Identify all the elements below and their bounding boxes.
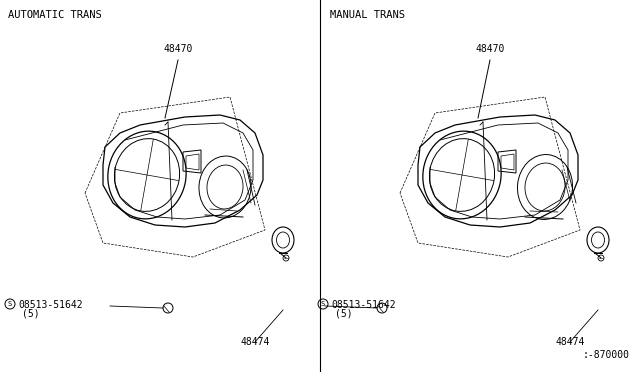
Text: (5): (5): [22, 309, 40, 319]
Text: S: S: [8, 301, 12, 307]
Text: (5): (5): [335, 309, 353, 319]
Text: 48474: 48474: [240, 337, 269, 347]
Text: S: S: [321, 301, 325, 307]
Text: 48470: 48470: [476, 44, 505, 54]
Text: AUTOMATIC TRANS: AUTOMATIC TRANS: [8, 10, 102, 20]
Text: MANUAL TRANS: MANUAL TRANS: [330, 10, 405, 20]
Text: 48470: 48470: [163, 44, 193, 54]
Text: 08513-51642: 08513-51642: [331, 300, 396, 310]
Text: 08513-51642: 08513-51642: [18, 300, 83, 310]
Text: 48474: 48474: [556, 337, 585, 347]
Text: :-870000: :-870000: [583, 350, 630, 360]
